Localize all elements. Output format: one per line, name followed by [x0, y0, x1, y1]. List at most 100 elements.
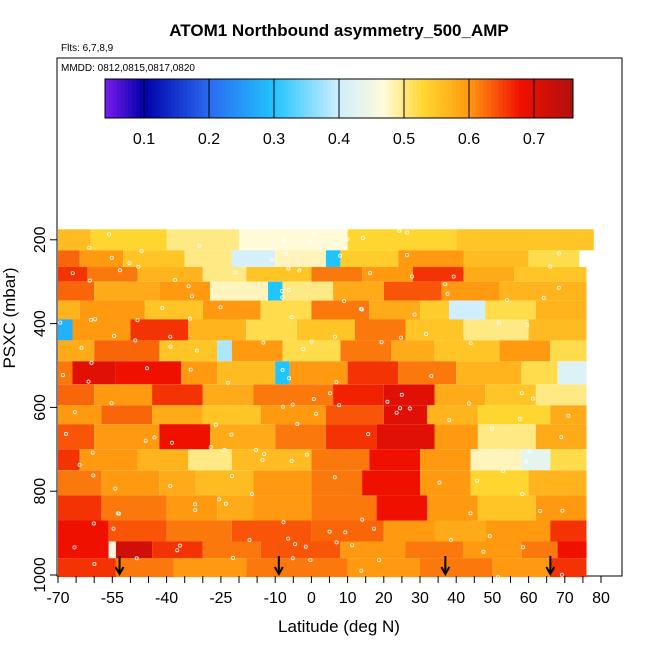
heatmap-cell-1-6 [325, 250, 341, 268]
heatmap-cell-5-6 [296, 319, 355, 341]
sample-marker [327, 529, 332, 534]
heatmap-cell-0-3 [239, 229, 348, 251]
colorbar-swatch [175, 79, 180, 118]
colorbar-tick-labels: 0.1 0.2 0.3 0.4 0.5 0.6 0.7 [133, 131, 545, 148]
heatmap-cell-1-3 [184, 250, 232, 268]
sample-marker [91, 473, 96, 478]
heatmap-cell-9-8 [477, 405, 551, 425]
sample-marker [133, 338, 138, 343]
colorbar-swatch [128, 79, 133, 118]
heatmap-cell-11-3 [188, 449, 232, 471]
heatmap-cell-12-9 [528, 470, 587, 496]
sample-marker [169, 440, 174, 445]
sample-marker [223, 501, 228, 506]
sample-marker [92, 562, 97, 567]
colorbar-swatch [155, 79, 161, 118]
heatmap-cell-6-7 [391, 340, 435, 362]
colorbar-swatch [417, 79, 422, 118]
heatmap-cell-4-2 [144, 300, 203, 320]
colorbar-swatch [378, 79, 383, 118]
heatmap-cell-4-3 [202, 300, 261, 320]
heatmap-cells [58, 229, 594, 578]
colorbar-swatch [296, 79, 301, 118]
sample-marker [557, 251, 562, 256]
sample-marker [144, 366, 149, 371]
heatmap-cell-13-3 [217, 495, 254, 521]
colorbar-swatch [264, 79, 270, 118]
sample-marker [468, 341, 473, 346]
heatmap-cell-6-9 [499, 340, 551, 362]
heatmap-cell-5-7 [354, 319, 406, 341]
heatmap-cell-11-9 [521, 449, 551, 471]
colorbar-swatch [358, 79, 363, 118]
sample-marker [229, 474, 234, 479]
sample-marker [379, 340, 384, 345]
colorbar-swatch [413, 79, 418, 118]
heatmap-cell-16-2 [173, 558, 247, 578]
sample-marker [560, 508, 565, 513]
heatmap-cell-16-0 [58, 558, 116, 578]
heatmap-cell-2-3 [202, 267, 247, 282]
heatmap-cell-13-4 [253, 495, 312, 521]
sample-marker [90, 450, 95, 455]
colorbar-swatch [214, 79, 219, 118]
x-tick-label: 50 [484, 590, 502, 607]
heatmap-cell-3-2 [159, 281, 211, 301]
heatmap-cell-6-8 [434, 340, 500, 362]
heatmap-cell-15-10 [557, 541, 587, 559]
x-tick-label: -70 [46, 590, 69, 607]
colorbar-swatch [171, 79, 176, 118]
sample-marker [194, 348, 199, 353]
heatmap-cell-5-9 [463, 319, 529, 341]
sample-marker [229, 432, 234, 437]
colorbar-swatch [495, 79, 500, 118]
sample-marker [217, 497, 222, 502]
colorbar-tick-label: 0.2 [198, 131, 220, 148]
heatmap-cell-8-8 [485, 384, 536, 406]
colorbar-swatch [167, 79, 172, 118]
colorbar-swatch [198, 79, 203, 118]
heatmap-cell-8-3 [202, 384, 254, 406]
sample-marker [345, 237, 350, 242]
colorbar-swatch [350, 79, 356, 118]
heatmap-cell-9-7 [427, 405, 478, 425]
sample-marker [109, 401, 114, 406]
sample-marker [222, 447, 227, 452]
sample-marker [64, 431, 69, 436]
heatmap-cell-14-0 [58, 520, 109, 542]
sample-marker [475, 478, 480, 483]
sample-marker [283, 252, 288, 257]
heatmap-cell-11-10 [550, 449, 587, 471]
heatmap-cell-11-5 [311, 449, 370, 471]
heatmap-cell-2-1 [87, 267, 138, 282]
sample-marker [261, 340, 266, 345]
sample-marker [399, 392, 404, 397]
heatmap-cell-6-0 [58, 340, 95, 362]
colorbar-swatch [491, 79, 496, 118]
heatmap-cell-7-5 [275, 361, 290, 385]
heatmap-cell-2-7 [412, 267, 464, 282]
colorbar-swatch [436, 79, 441, 118]
sample-marker [293, 542, 298, 547]
heatmap-cell-12-6 [362, 470, 420, 496]
sample-marker [295, 421, 300, 426]
sample-marker [447, 418, 452, 423]
heatmap-cell-11-7 [420, 449, 471, 471]
colorbar-swatch [276, 79, 281, 118]
colorbar-swatch [471, 79, 476, 118]
sample-marker [193, 502, 198, 507]
colorbar-swatch [522, 79, 527, 118]
sample-marker [311, 397, 316, 402]
sample-marker [282, 237, 287, 242]
sample-marker [495, 575, 500, 580]
sample-marker [481, 549, 486, 554]
colorbar-swatch [428, 79, 434, 118]
sample-marker [177, 543, 182, 548]
heatmap-cell-1-4 [231, 250, 276, 268]
heatmap-cell-12-7 [420, 470, 471, 496]
heatmap-cell-5-1 [58, 319, 73, 341]
sample-marker [286, 287, 291, 292]
heatmap-cell-13-5 [311, 495, 377, 521]
heatmap-cell-6-1 [94, 340, 160, 362]
sample-marker [286, 536, 291, 541]
